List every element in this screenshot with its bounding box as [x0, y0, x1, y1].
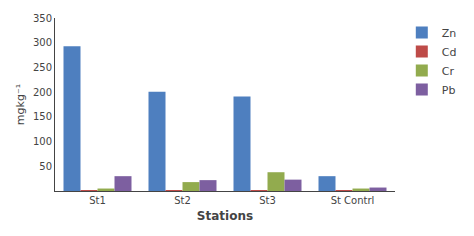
- svg-text:350: 350: [33, 13, 52, 24]
- svg-text:Cd: Cd: [442, 46, 457, 59]
- svg-text:50: 50: [39, 161, 52, 172]
- svg-text:150: 150: [33, 111, 52, 122]
- svg-text:Cr: Cr: [442, 65, 455, 78]
- svg-text:St Contrl: St Contrl: [331, 195, 375, 206]
- svg-text:St3: St3: [259, 195, 276, 206]
- svg-text:Pb: Pb: [442, 84, 456, 97]
- svg-text:Stations: Stations: [197, 209, 253, 223]
- svg-text:Zn: Zn: [442, 27, 457, 40]
- svg-text:mgkg⁻¹: mgkg⁻¹: [14, 84, 27, 125]
- svg-text:St1: St1: [89, 195, 106, 206]
- svg-text:200: 200: [33, 87, 52, 98]
- svg-text:St2: St2: [174, 195, 191, 206]
- svg-text:300: 300: [33, 37, 52, 48]
- svg-text:250: 250: [33, 62, 52, 73]
- svg-text:100: 100: [33, 136, 52, 147]
